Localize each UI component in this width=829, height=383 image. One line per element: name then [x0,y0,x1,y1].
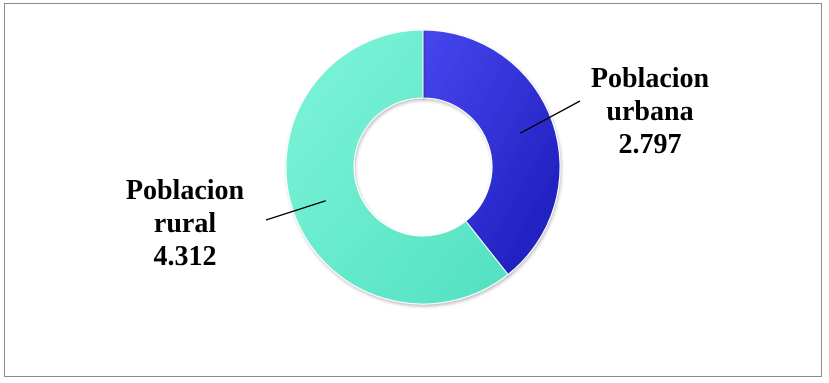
leader-lines [265,100,581,221]
data-label-rural: Poblacion rural 4.312 [100,174,270,273]
data-label-rural-line-1: Poblacion [125,175,245,206]
leader-line-rural [265,200,326,221]
donut-slices [285,29,561,305]
leader-line-urbana [519,100,581,134]
data-label-urbana-line-1: Poblacion [590,63,710,94]
donut-slice-urbana [422,29,561,276]
donut-slice-rural [285,29,509,305]
data-label-urbana: Poblacion urbana 2.797 [565,62,735,161]
data-label-rural-line-2: rural [153,208,217,239]
data-label-urbana-value: 2.797 [618,129,682,160]
data-label-rural-value: 4.312 [153,241,217,272]
data-label-urbana-line-2: urbana [606,96,694,127]
